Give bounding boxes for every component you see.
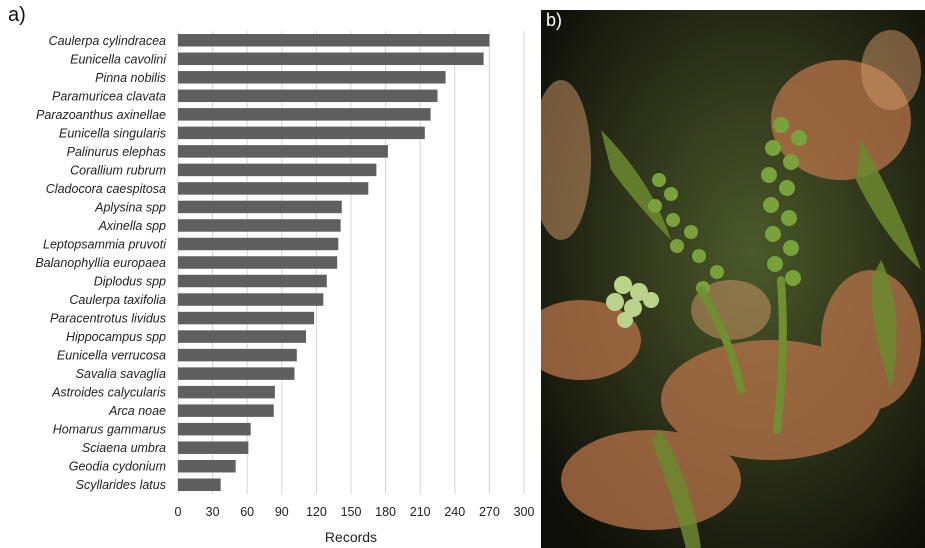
- bar: [178, 200, 342, 214]
- category-label: Diplodus spp: [94, 275, 166, 289]
- x-tick-label: 30: [206, 505, 220, 519]
- category-label: Balanophyllia europaea: [35, 256, 166, 270]
- bar: [178, 404, 274, 417]
- bar: [178, 478, 221, 491]
- category-labels: Caulerpa cylindracea Eunicella cavolini Pi…: [35, 34, 167, 492]
- x-tick-label: 210: [410, 505, 431, 519]
- category-label: Parazoanthus axinellae: [36, 108, 166, 122]
- bar: [178, 311, 315, 325]
- bar: [178, 108, 431, 121]
- x-tick-label: 90: [275, 505, 289, 519]
- x-tick-label: 300: [514, 505, 535, 519]
- bar: [178, 274, 327, 288]
- category-label: Cladocora caespitosa: [46, 182, 166, 196]
- category-label: Astroides calycularis: [51, 386, 166, 400]
- category-label: Homarus gammarus: [53, 423, 166, 437]
- bar: [178, 34, 490, 47]
- category-label: Axinella spp: [98, 219, 166, 233]
- category-label: Savalia savaglia: [76, 367, 166, 381]
- underwater-algae-photo: [541, 10, 925, 548]
- x-tick-label: 120: [306, 505, 327, 519]
- category-label: Leptopsammia pruvoti: [43, 237, 167, 251]
- category-label: Eunicella verrucosa: [57, 349, 166, 363]
- bar: [178, 163, 377, 177]
- bar: [178, 422, 251, 436]
- bar: [178, 237, 339, 251]
- bar: [178, 145, 388, 158]
- category-label: Aplysina spp: [94, 200, 166, 214]
- bar: [178, 256, 338, 269]
- category-label: Eunicella cavolini: [70, 52, 167, 66]
- bar: [178, 71, 446, 84]
- bar: [178, 293, 324, 306]
- category-label: Arca noae: [108, 404, 166, 418]
- category-label: Geodia cydonium: [69, 460, 166, 474]
- x-tick-labels: 0 30 60 90 120 150 180 210 240 270 300: [175, 505, 535, 519]
- bar: [178, 459, 236, 473]
- x-tick-label: 240: [444, 505, 465, 519]
- category-label: Caulerpa taxifolia: [69, 293, 166, 307]
- category-label: Pinna nobilis: [95, 71, 166, 85]
- category-label: Paracentrotus lividus: [50, 312, 166, 326]
- bar: [178, 52, 484, 66]
- bars: [178, 34, 490, 491]
- x-tick-label: 150: [341, 505, 362, 519]
- bar: [178, 385, 275, 399]
- bar: [178, 219, 341, 232]
- category-label: Sciaena umbra: [82, 441, 166, 455]
- category-label: Hippocampus spp: [66, 330, 166, 344]
- x-tick-label: 0: [175, 505, 182, 519]
- category-label: Scyllarides latus: [76, 478, 166, 492]
- category-label: Paramuricea clavata: [52, 89, 166, 103]
- x-tick-label: 180: [375, 505, 396, 519]
- category-label: Caulerpa cylindracea: [49, 34, 166, 48]
- bar: [178, 367, 295, 380]
- category-label: Palinurus elephas: [67, 145, 166, 159]
- category-label: Eunicella singularis: [59, 126, 166, 140]
- x-tick-label: 270: [479, 505, 500, 519]
- x-tick-label: 60: [240, 505, 254, 519]
- bar-chart: Caulerpa cylindracea Eunicella cavolini Pi…: [35, 31, 535, 545]
- category-label: Corallium rubrum: [70, 163, 166, 177]
- x-axis-title: Records: [325, 529, 377, 545]
- bar: [178, 126, 425, 140]
- bar: [178, 89, 438, 103]
- panel-a-label: a): [8, 4, 26, 26]
- bar: [178, 441, 249, 454]
- bar: [178, 182, 369, 195]
- bar: [178, 330, 307, 343]
- panel-b-label: b): [546, 10, 563, 30]
- bar: [178, 348, 297, 362]
